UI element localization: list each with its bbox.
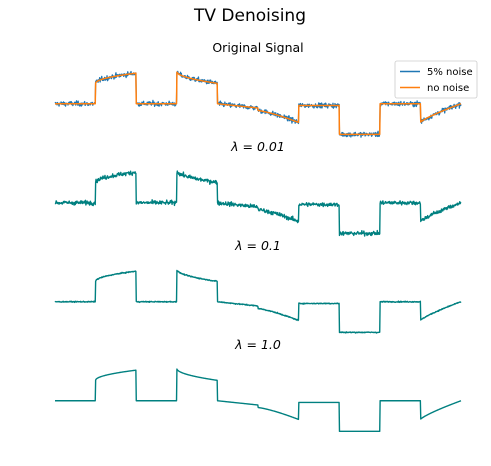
panel-lambda-1-0-lines — [55, 369, 461, 431]
panel-title-original: Original Signal — [212, 40, 303, 55]
legend: 5% noise no noise — [395, 61, 477, 98]
legend-label-noisy: 5% noise — [427, 67, 473, 78]
series-line-denoised-2 — [55, 270, 461, 333]
panel-lambda-0-1-lines — [55, 270, 461, 333]
series-line-denoised-3 — [55, 369, 461, 431]
panel-lambda-0-01: λ = 0.01 — [55, 139, 461, 236]
panel-original: Original Signal 5% noise no noise — [55, 40, 477, 137]
panel-lambda-1-0: λ = 1.0 — [55, 337, 461, 431]
figure-title: TV Denoising — [193, 6, 306, 26]
series-line-denoised-1 — [55, 171, 461, 236]
panel-lambda-0-1: λ = 0.1 — [55, 238, 461, 333]
legend-label-clean: no noise — [427, 83, 469, 94]
panel-title-lambda-1-0: λ = 1.0 — [234, 337, 281, 352]
panel-title-lambda-0-1: λ = 0.1 — [234, 238, 281, 253]
panel-lambda-0-01-lines — [55, 171, 461, 236]
panel-title-lambda-0-01: λ = 0.01 — [230, 139, 285, 154]
